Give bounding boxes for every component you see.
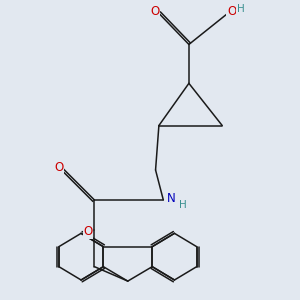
- Text: O: O: [83, 225, 92, 238]
- Text: H: H: [237, 4, 244, 14]
- Text: H: H: [179, 200, 187, 209]
- Text: O: O: [150, 5, 160, 18]
- Text: O: O: [227, 5, 236, 18]
- Text: N: N: [167, 192, 176, 205]
- Text: O: O: [54, 161, 64, 174]
